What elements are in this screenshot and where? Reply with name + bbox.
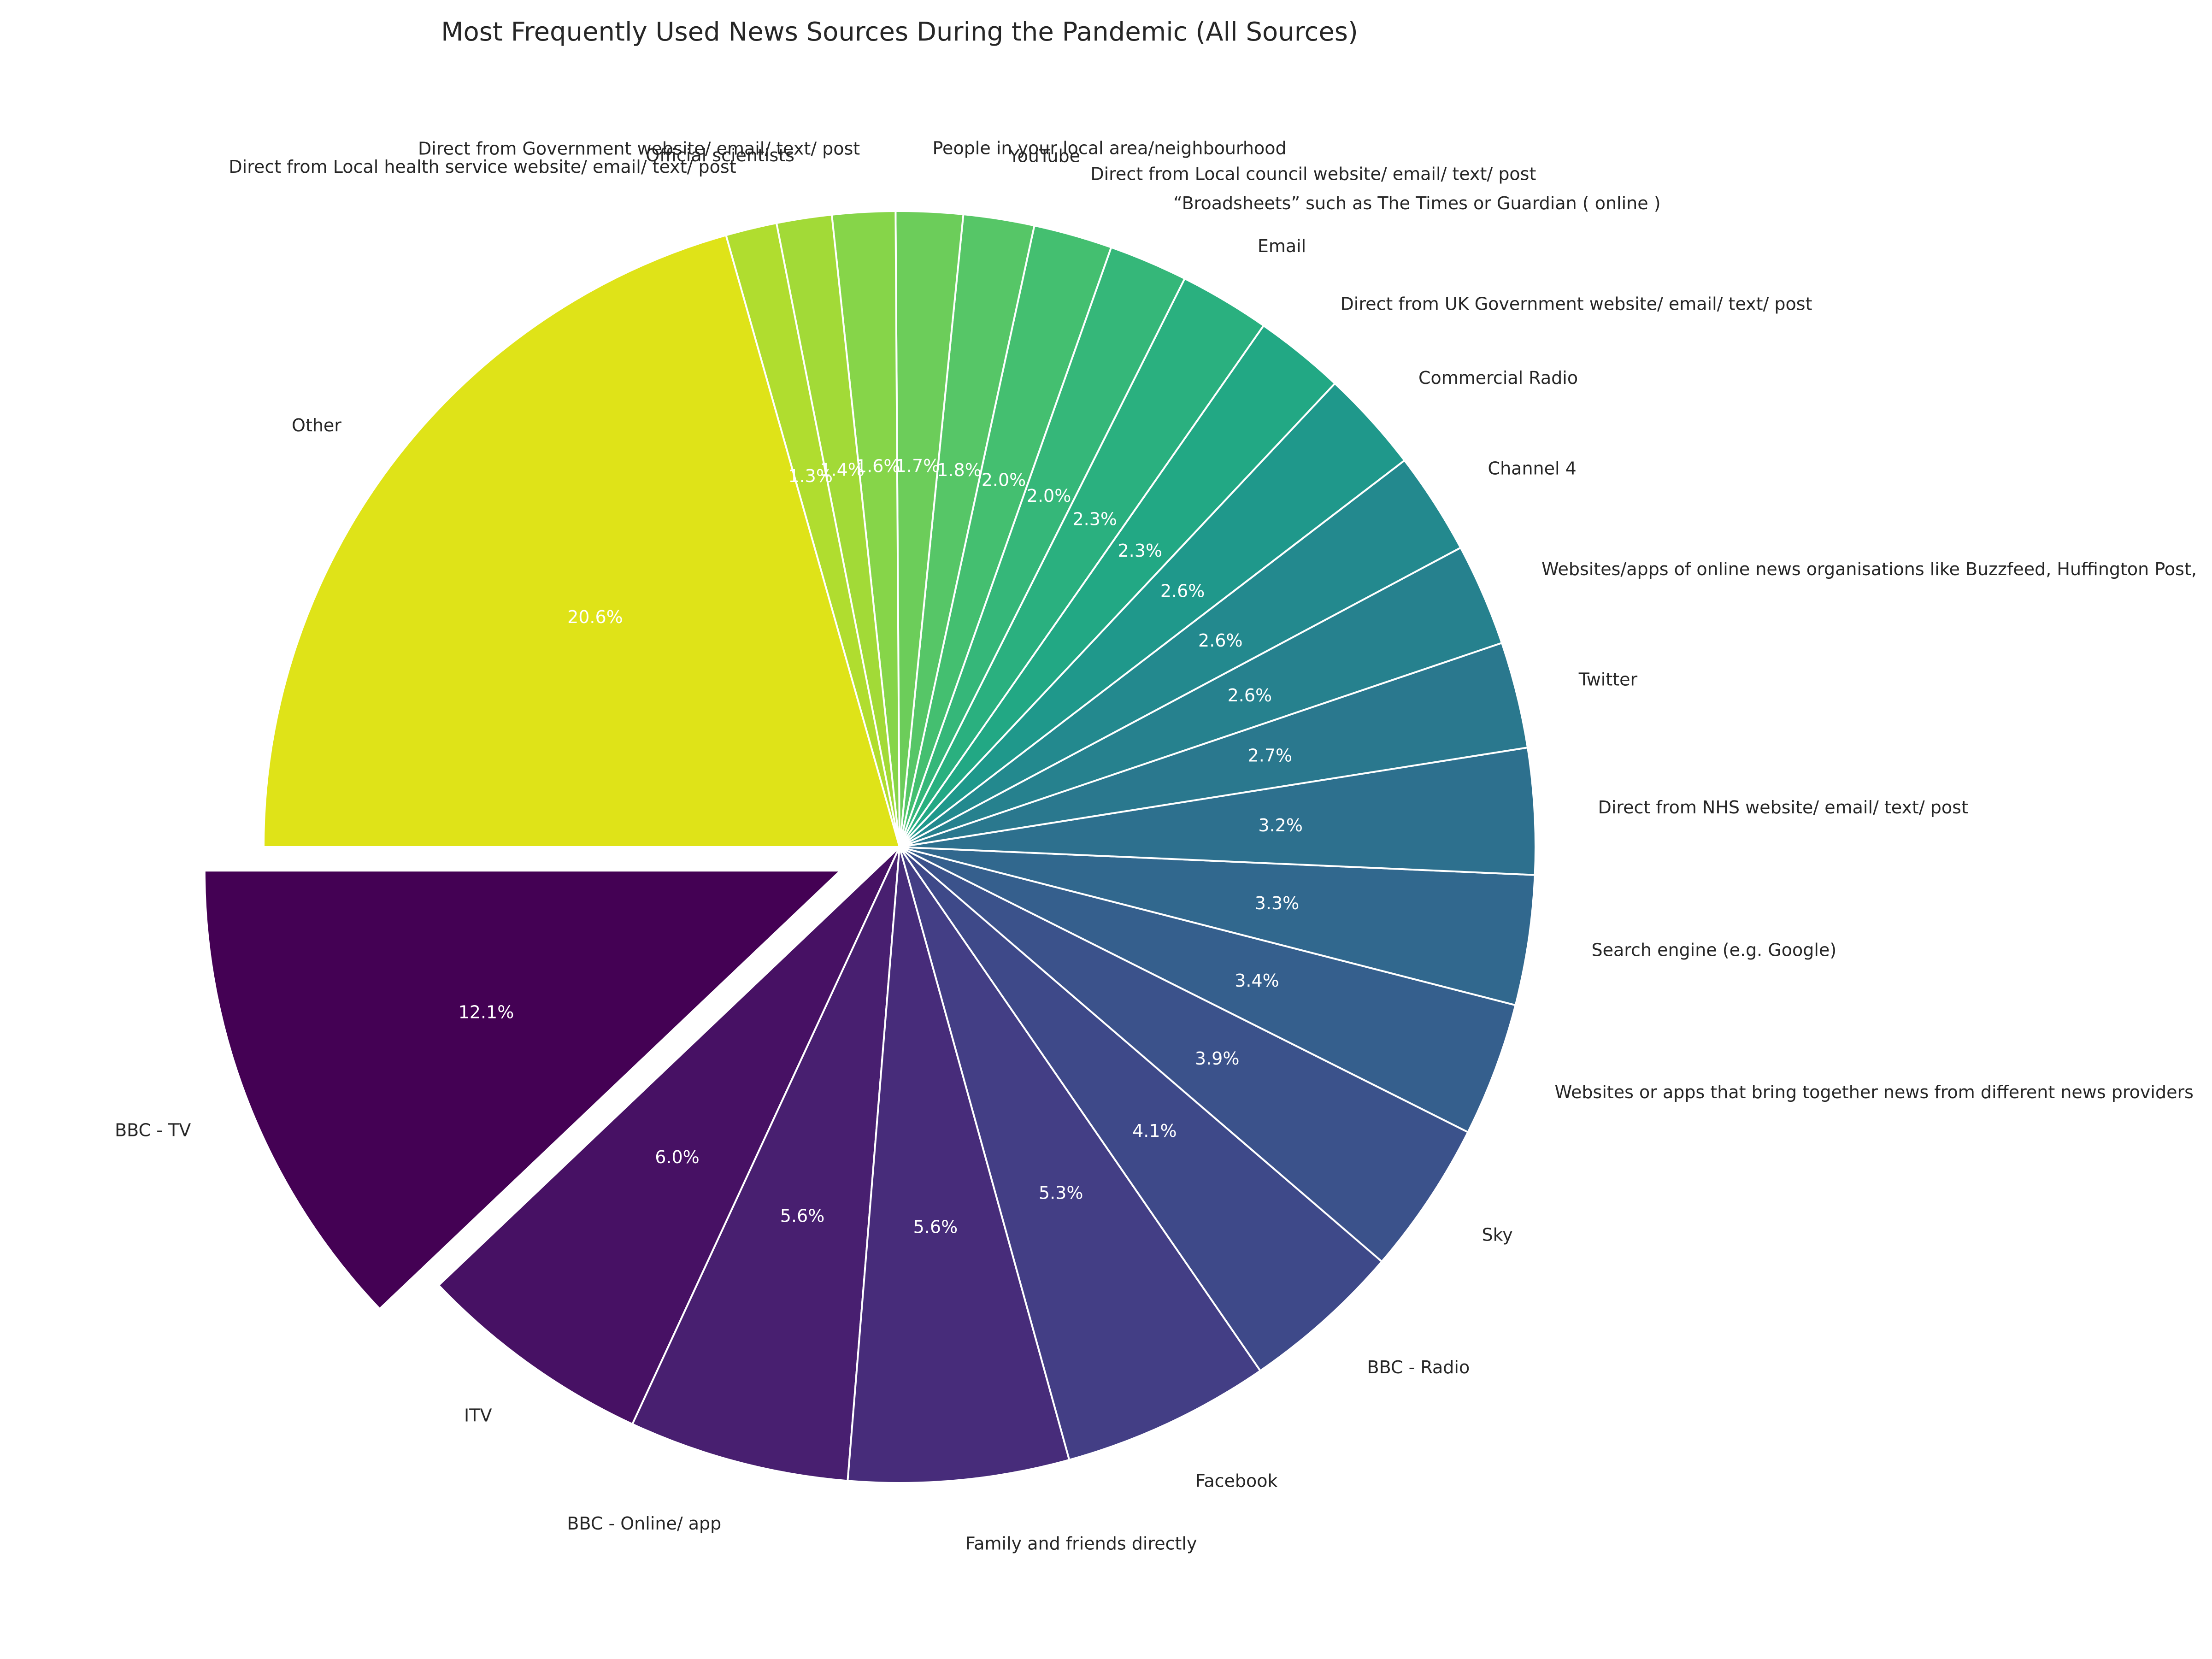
pie-percent-label: 1.7% xyxy=(895,456,940,476)
pie-category-label: BBC - TV xyxy=(115,1120,191,1140)
pie-percent-label: 2.3% xyxy=(1118,541,1162,561)
pie-percent-label: 5.3% xyxy=(1039,1182,1083,1203)
pie-category-label: YouTube xyxy=(1008,146,1080,166)
pie-slice-family-and-friends-directly xyxy=(847,846,1071,1484)
pie-percent-label: 3.3% xyxy=(1255,893,1300,913)
pie-percent-label: 3.9% xyxy=(1195,1048,1240,1069)
pie-category-label: “Broadsheets” such as The Times or Guard… xyxy=(1173,193,1660,213)
pie-category-label: Search engine (e.g. Google) xyxy=(1591,940,1836,960)
pie-category-label: Facebook xyxy=(1195,1471,1278,1491)
pie-category-label: Twitter xyxy=(1578,669,1638,689)
pie-category-label: Family and friends directly xyxy=(965,1533,1197,1553)
pie-slice-bbc-radio xyxy=(899,846,1383,1372)
pie-category-label: BBC - Online/ app xyxy=(567,1513,721,1534)
pie-category-label: Direct from Local council website/ email… xyxy=(1090,164,1536,184)
pie-category-label: Direct from Government website/ email/ t… xyxy=(418,138,860,159)
pie-percent-labels: 12.1% 6.0% 5.6% 5.6% 5.3% 4.1% 3.9% 3.4% 3.3% 3.2… xyxy=(459,456,1303,1237)
chart-title: Most Frequently Used News Sources During… xyxy=(441,17,1358,47)
pie-percent-label: 2.0% xyxy=(982,470,1026,490)
pie-slice-direct-from-nhs-website-email-text-post xyxy=(899,747,1537,876)
pie-category-label: Direct from UK Government website/ email… xyxy=(1341,294,1812,314)
pie-category-label: Other xyxy=(292,415,341,435)
pie-category-label: Commercial Radio xyxy=(1418,368,1578,388)
pie-category-label: Email xyxy=(1258,236,1306,256)
pie-percent-label: 1.8% xyxy=(937,460,982,480)
pie-slice-sky xyxy=(899,846,1469,1263)
pie-percent-label: 2.6% xyxy=(1228,685,1272,706)
pie-percent-label: 1.6% xyxy=(856,456,900,476)
pie-category-label: Channel 4 xyxy=(1488,459,1577,479)
pie-category-label: Websites/apps of online news organisatio… xyxy=(1541,559,2197,579)
pie-percent-label: 2.3% xyxy=(1072,509,1117,529)
pie-slice-search-engine-e-g-google xyxy=(899,846,1536,1006)
pie-category-label: Websites or apps that bring together new… xyxy=(1555,1082,2194,1102)
pie-slice-bbc-tv xyxy=(203,870,841,1310)
pie-slice-itv xyxy=(437,846,900,1425)
pie-category-label: Direct from Local health service website… xyxy=(229,157,736,177)
pie-percent-label: 2.0% xyxy=(1027,486,1071,506)
pie-percent-label: 1.3% xyxy=(788,466,833,486)
pie-percent-label: 1.4% xyxy=(820,459,865,480)
pie-percent-label: 2.6% xyxy=(1198,630,1243,651)
pie-category-labels: BBC - TV ITV BBC - Online/ app Family and f… xyxy=(115,138,2197,1554)
pie-slice-websites-or-apps-that-bring-together-news-from-different-news-providers xyxy=(899,846,1517,1133)
pie-percent-label: 5.6% xyxy=(913,1217,958,1237)
pie-percent-label: 2.6% xyxy=(1160,581,1205,601)
pie-percent-label: 20.6% xyxy=(567,607,623,627)
pie-category-label: Sky xyxy=(1482,1224,1512,1245)
pie-category-label: BBC - Radio xyxy=(1367,1357,1470,1377)
pie-category-label: Direct from NHS website/ email/ text/ po… xyxy=(1598,797,1968,818)
pie-category-label: People in your local area/neighbourhood xyxy=(933,138,1287,159)
pie-slices xyxy=(203,210,1537,1484)
pie-category-label: ITV xyxy=(464,1406,492,1426)
pie-slice-bbc-online-app xyxy=(631,846,900,1482)
pie-category-label: Official scientists xyxy=(646,145,794,165)
pie-percent-label: 4.1% xyxy=(1132,1121,1177,1141)
pie-percent-label: 5.6% xyxy=(780,1206,825,1226)
pie-percent-label: 3.2% xyxy=(1258,815,1303,835)
pie-percent-label: 6.0% xyxy=(655,1147,700,1167)
pie-slice-facebook xyxy=(899,846,1261,1461)
pie-slice-other xyxy=(263,234,900,848)
pie-percent-label: 12.1% xyxy=(459,1002,514,1022)
pie-percent-label: 2.7% xyxy=(1248,746,1293,766)
pie-percent-label: 3.4% xyxy=(1235,971,1279,991)
